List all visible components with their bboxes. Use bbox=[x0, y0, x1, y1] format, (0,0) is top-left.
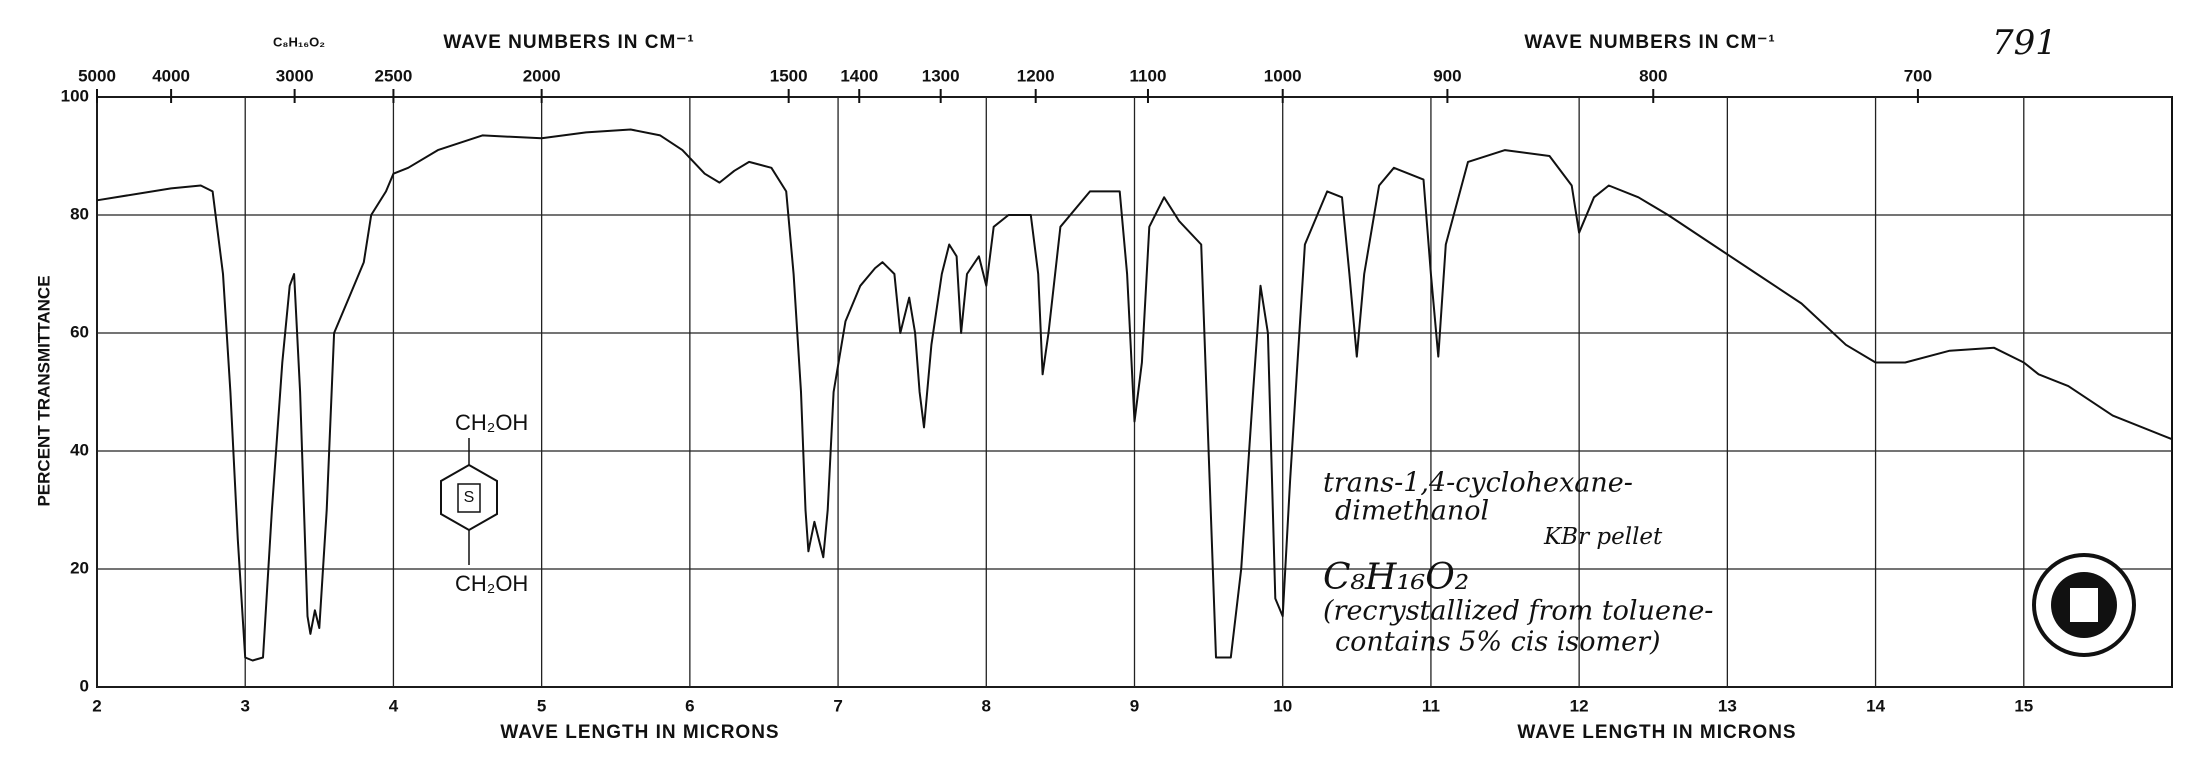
sample-prep: KBr pellet bbox=[1543, 524, 1663, 550]
substituent: CH₂OH bbox=[455, 410, 528, 435]
x-tick-label: 14 bbox=[1866, 696, 1885, 715]
annotation-line: trans-1,4-cyclohexane- bbox=[1323, 468, 1633, 499]
x2-tick-label: 900 bbox=[1433, 66, 1461, 85]
x2-tick-label: 5000 bbox=[78, 66, 116, 85]
plot: 0 20 40 60 80 100 2 3 4 5 6 7 8 9 10 11 12 13 14 15 5000 4000… bbox=[61, 66, 2173, 715]
x-tick-label: 15 bbox=[2014, 696, 2033, 715]
x-tick-label: 2 bbox=[92, 696, 101, 715]
annotation-line: dimethanol bbox=[1335, 496, 1489, 527]
x2-tick-label: 2000 bbox=[523, 66, 561, 85]
formula-top: C₈H₁₆O₂ bbox=[273, 34, 325, 49]
annotation-line: contains 5% cis isomer) bbox=[1335, 627, 1661, 658]
x2-tick-label: 1400 bbox=[840, 66, 878, 85]
y-tick-label: 40 bbox=[70, 440, 89, 459]
x2-tick-label: 800 bbox=[1639, 66, 1667, 85]
x-tick-label: 12 bbox=[1570, 696, 1589, 715]
x-tick-label: 10 bbox=[1273, 696, 1292, 715]
y-tick-label: 80 bbox=[70, 204, 89, 223]
x2-tick-label: 4000 bbox=[152, 66, 190, 85]
x-tick-label: 6 bbox=[685, 696, 694, 715]
x2-tick-label: 1100 bbox=[1130, 66, 1167, 85]
x2-tick-label: 1300 bbox=[922, 66, 960, 85]
x2-axis-label: WAVE NUMBERS IN CM⁻¹ bbox=[1524, 32, 1775, 53]
y-tick-label: 100 bbox=[61, 86, 89, 105]
x-tick-label: 7 bbox=[833, 696, 842, 715]
x-tick-label: 8 bbox=[982, 696, 991, 715]
x2-tick-label: 1500 bbox=[770, 66, 808, 85]
spectrum-number: 791 bbox=[1992, 23, 2057, 63]
ring-label: S bbox=[464, 489, 475, 506]
spectrum-line bbox=[96, 128, 2173, 662]
annotation-formula: C₈H₁₆O₂ bbox=[1323, 557, 1469, 598]
logo-mark bbox=[2070, 588, 2098, 622]
y-tick-label: 60 bbox=[70, 322, 89, 341]
x2-tick-label: 1200 bbox=[1017, 66, 1055, 85]
x-tick-label: 9 bbox=[1130, 696, 1139, 715]
x-tick-label: 4 bbox=[389, 696, 399, 715]
y-tick-label: 20 bbox=[70, 558, 89, 577]
ring-box bbox=[457, 483, 481, 513]
x2-tick-label: 2500 bbox=[375, 66, 413, 85]
x-axis-label: WAVE LENGTH IN MICRONS bbox=[500, 722, 779, 743]
x-tick-label: 11 bbox=[1422, 696, 1440, 715]
structure: CH₂OH S CH₂OH bbox=[440, 410, 528, 596]
logo bbox=[2032, 553, 2136, 657]
x-tick-label: 3 bbox=[240, 696, 249, 715]
x2-tick-label: 1000 bbox=[1264, 66, 1302, 85]
annotation-line: (recrystallized from toluene- bbox=[1323, 596, 1713, 627]
x-tick-label: 5 bbox=[537, 696, 546, 715]
x2-tick-label: 700 bbox=[1904, 66, 1932, 85]
x-tick-label: 13 bbox=[1718, 696, 1737, 715]
y-tick-label: 0 bbox=[80, 676, 89, 695]
x2-axis-label: WAVE NUMBERS IN CM⁻¹ bbox=[443, 32, 694, 53]
x2-tick-label: 3000 bbox=[276, 66, 314, 85]
y-axis-label: PERCENT TRANSMITTANCE bbox=[34, 275, 53, 506]
x-axis-label: WAVE LENGTH IN MICRONS bbox=[1517, 722, 1796, 743]
annotation: trans-1,4-cyclohexane- dimethanol KBr pe… bbox=[1323, 468, 1713, 658]
substituent: CH₂OH bbox=[455, 571, 528, 596]
